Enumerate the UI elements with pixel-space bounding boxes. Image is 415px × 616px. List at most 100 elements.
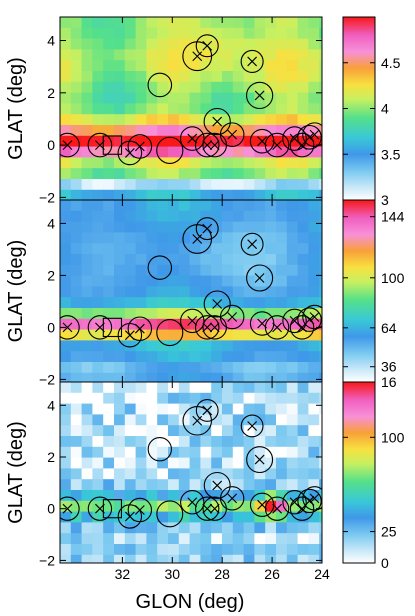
source-circle <box>297 124 322 150</box>
source-circle <box>240 414 264 438</box>
source-cross <box>124 148 135 158</box>
source-cross <box>297 140 307 150</box>
source-square <box>102 499 122 519</box>
source-cross <box>257 136 268 147</box>
y-axis-label: GLAT (deg) <box>5 240 27 343</box>
source-cross <box>62 322 73 333</box>
source-circle <box>282 490 307 515</box>
source-cross <box>304 132 315 143</box>
source-circle <box>240 232 264 256</box>
source-cross <box>297 322 307 333</box>
source-cross <box>257 318 268 329</box>
source-cross <box>289 316 300 326</box>
colorbar-bar <box>342 199 376 383</box>
source-cross <box>227 312 238 322</box>
source-cross <box>62 140 73 150</box>
source-cross <box>202 405 213 416</box>
source-cross <box>309 129 320 140</box>
source-cross <box>202 223 213 234</box>
source-cross <box>227 129 238 140</box>
source-cross <box>247 239 258 250</box>
heatmap-top <box>60 17 322 200</box>
source-circle <box>302 122 322 147</box>
source-circle <box>297 488 322 514</box>
colorbar-tick-label: 100 <box>381 429 405 445</box>
colorbar-tick-label: 3.5 <box>381 146 401 162</box>
y-tick-label: 4 <box>47 397 55 413</box>
sources-top <box>60 34 322 166</box>
source-cross <box>202 140 213 150</box>
y-tick-label: −2 <box>39 552 55 568</box>
source-circle <box>246 446 274 474</box>
source-cross <box>304 314 315 325</box>
colorbar-tick-label: 25 <box>381 524 397 540</box>
source-circle <box>289 496 315 521</box>
x-tick-label: 32 <box>115 566 131 582</box>
source-cross <box>254 273 265 283</box>
source-cross <box>297 503 307 514</box>
source-circle <box>302 304 322 330</box>
source-circle <box>195 34 219 58</box>
source-circle <box>289 315 315 340</box>
colorbar-tick-label: 0 <box>381 555 389 571</box>
source-circle <box>195 496 220 521</box>
source-square <box>102 135 123 155</box>
panel-middle: −2 0 2 4 GLAT (deg) 36 64 100 144 <box>5 199 405 387</box>
y-tick-label: 2 <box>47 267 55 283</box>
x-tick-label: 24 <box>314 566 330 582</box>
source-cross <box>247 56 258 67</box>
source-circle <box>156 500 184 528</box>
source-cross <box>134 505 145 515</box>
y-tick-label: 0 <box>47 501 55 517</box>
panel-top: −2 0 2 4 GLAT (deg) 3 3.5 4 4.5 <box>5 16 401 208</box>
source-cross <box>254 454 265 465</box>
source-circle <box>203 290 231 318</box>
source-circle <box>282 126 307 151</box>
x-tick-label: 30 <box>164 566 180 582</box>
x-tick-label: 26 <box>264 566 280 582</box>
sources-bottom <box>60 399 322 529</box>
source-cross <box>124 511 135 522</box>
colorbar-top-label: 16 <box>381 374 397 390</box>
source-cross <box>202 503 213 514</box>
source-circle <box>240 49 264 73</box>
sources-middle <box>60 217 322 348</box>
source-cross <box>247 421 258 431</box>
y-tick-label: 0 <box>47 319 55 335</box>
source-circle <box>180 490 205 515</box>
source-cross <box>304 496 315 506</box>
source-circle <box>60 315 80 340</box>
source-cross <box>202 40 213 51</box>
panel-frame <box>59 381 323 564</box>
source-circle <box>60 496 80 521</box>
source-cross <box>212 116 223 127</box>
source-cross <box>212 299 223 309</box>
colorbar-bar <box>342 381 376 564</box>
source-cross <box>187 497 198 508</box>
source-cross <box>212 480 223 491</box>
source-circle <box>289 132 315 158</box>
source-cross <box>209 140 220 150</box>
source-cross <box>134 323 145 334</box>
colorbar-top: 3 3.5 4 4.5 <box>342 16 401 208</box>
source-circle <box>219 486 245 511</box>
source-circle <box>246 264 274 292</box>
source-circle <box>156 319 184 347</box>
y-tick-label: 4 <box>47 215 55 231</box>
colorbar-middle: 36 64 100 144 <box>342 199 405 383</box>
source-circle <box>147 72 173 98</box>
x-axis-label: GLON (deg) <box>136 591 245 613</box>
colorbar-tick-label: 64 <box>381 320 397 336</box>
source-circle <box>194 132 220 158</box>
source-cross <box>289 133 300 144</box>
source-circle <box>179 308 205 334</box>
colorbar-tick-label: 3 <box>381 192 389 208</box>
source-circle <box>219 122 245 147</box>
source-cross <box>134 141 145 152</box>
source-cross <box>257 499 268 510</box>
colorbar-bottom: 0 25 100 16 <box>342 374 405 571</box>
colorbar-tick-label: 100 <box>381 270 405 286</box>
y-axis-label: GLAT (deg) <box>5 421 27 524</box>
source-cross <box>227 493 238 504</box>
